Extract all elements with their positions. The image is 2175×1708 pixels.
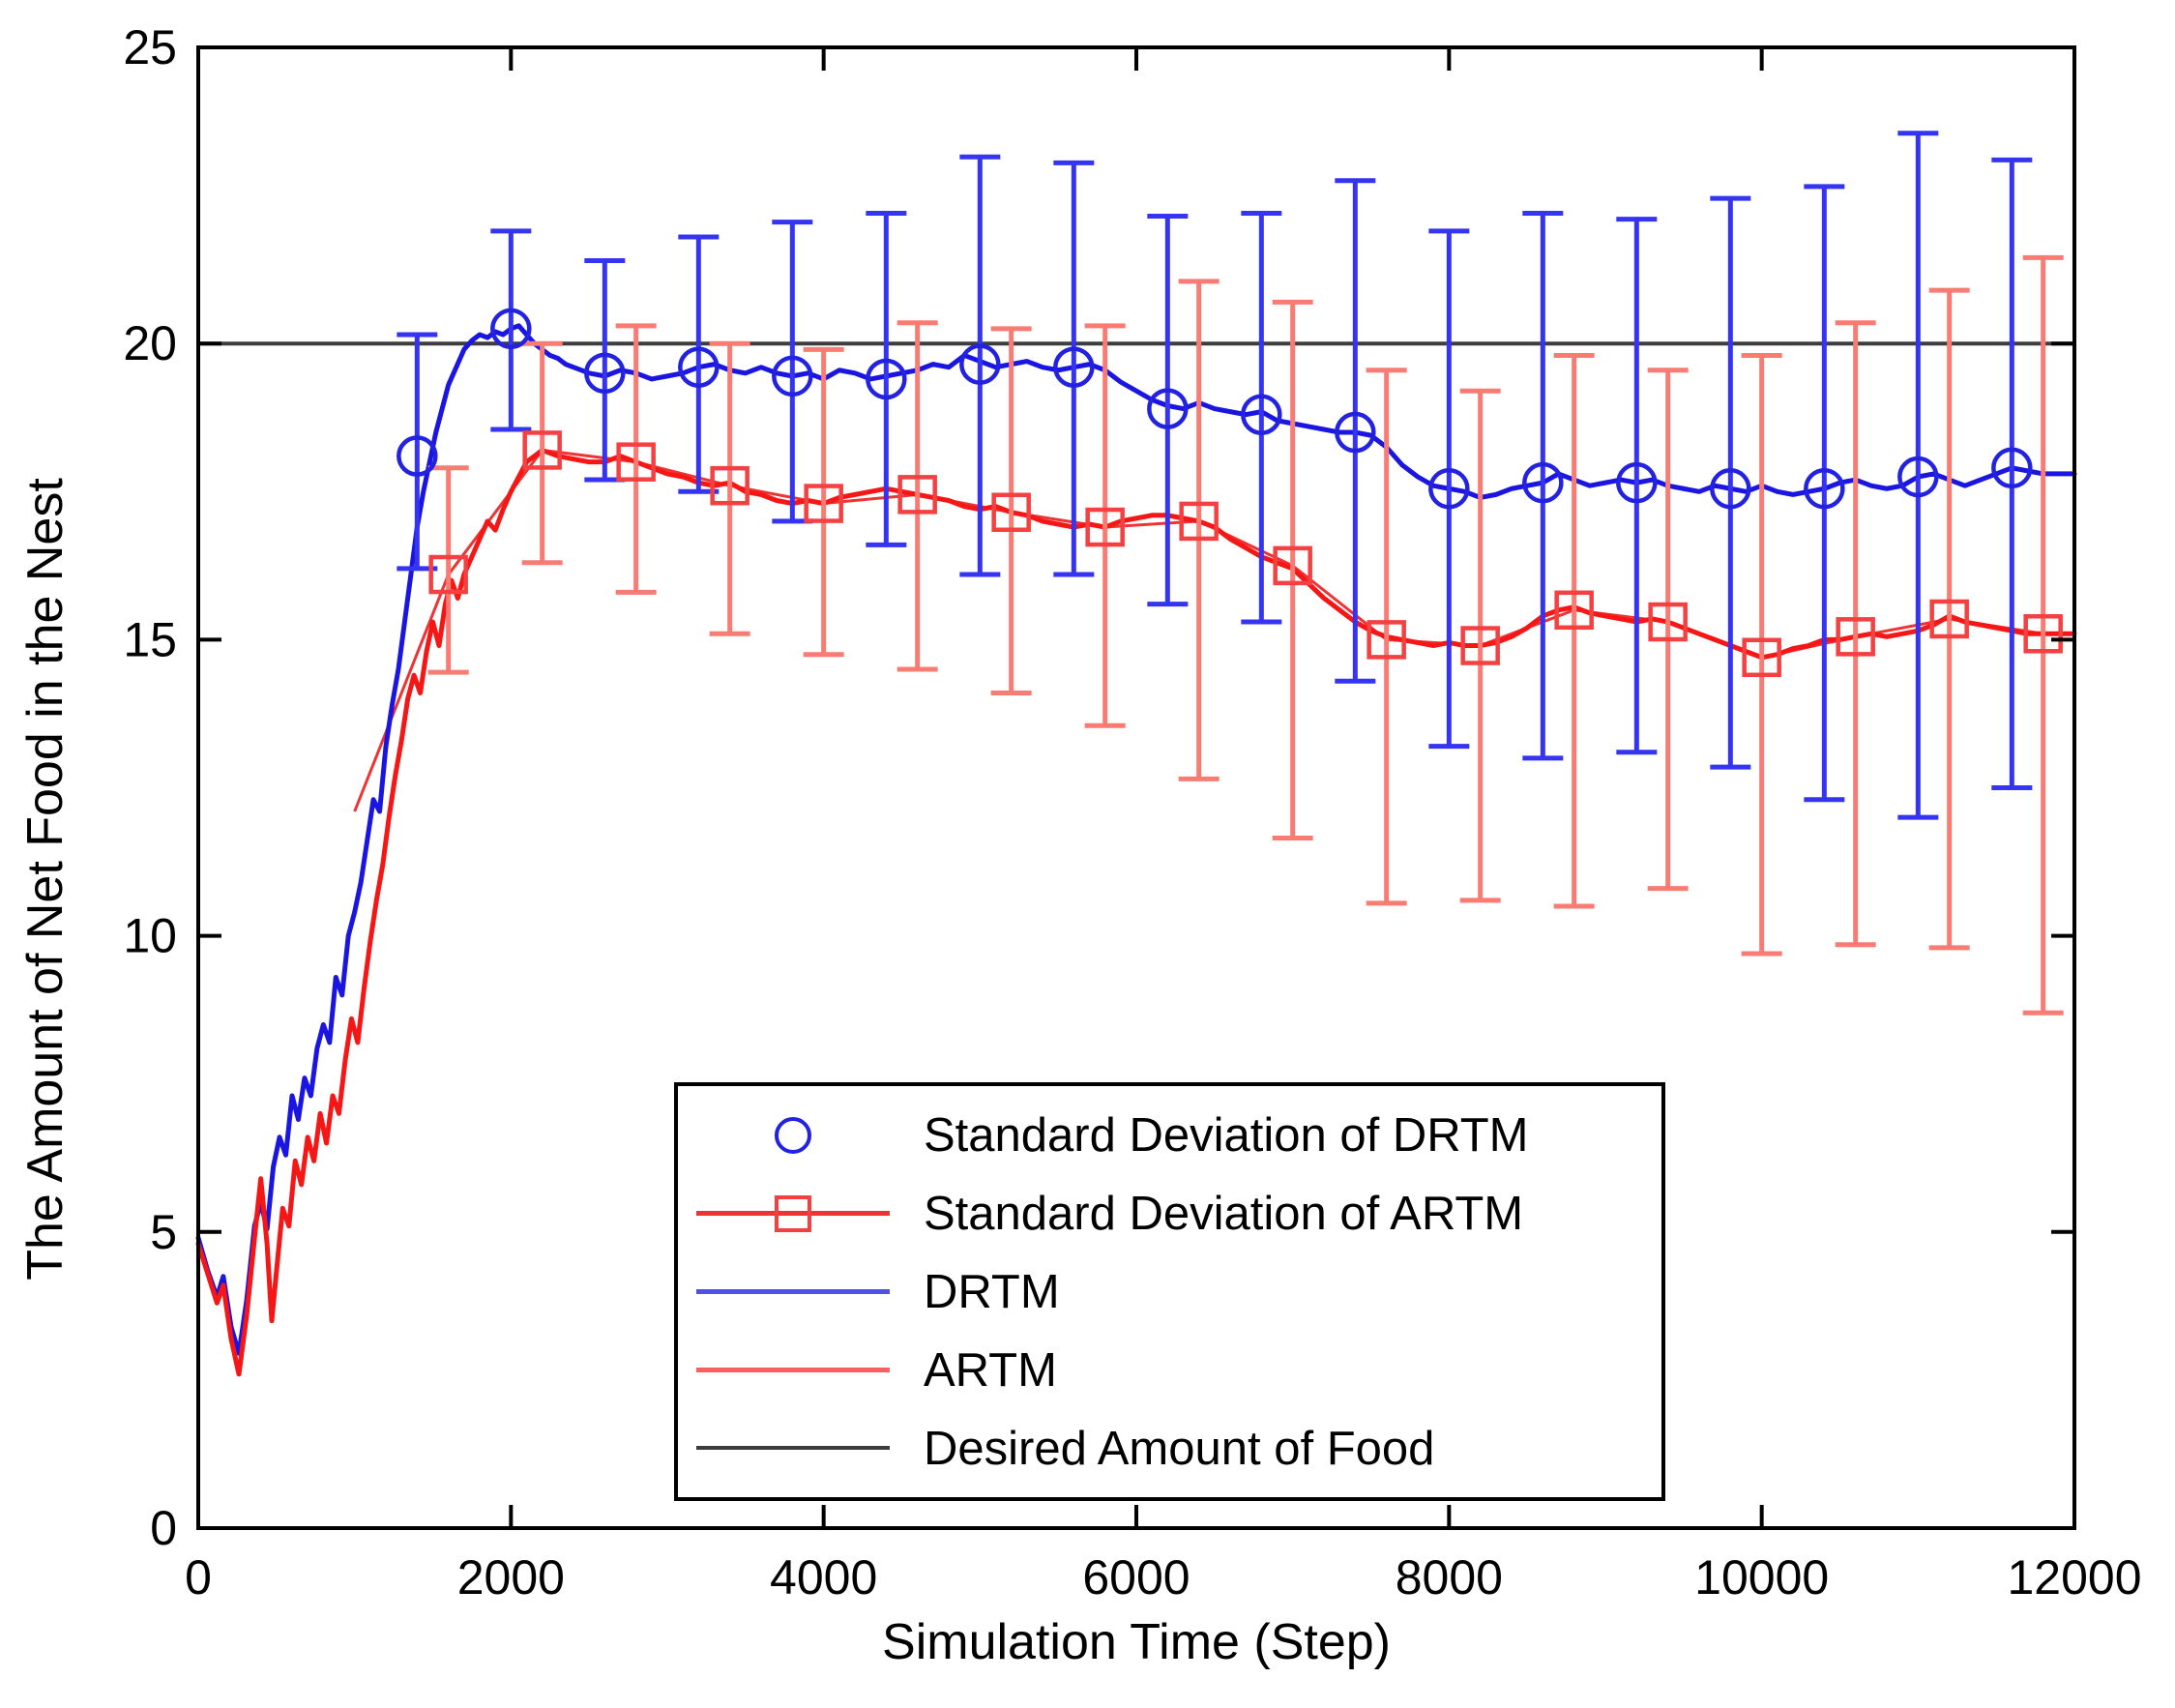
drtm-sd-circle-marker [1241, 394, 1282, 435]
artm-sd-square-marker [1273, 545, 1312, 586]
drtm-sd-circle-marker [866, 358, 907, 400]
legend-row-sd-artm: Standard Deviation of ARTM [691, 1177, 1661, 1251]
artm-sd-square-marker [616, 442, 656, 482]
light-red-line-icon [696, 1367, 890, 1372]
x-tick-label: 2000 [457, 1550, 565, 1605]
artm-sd-square-marker [1460, 626, 1500, 665]
y-tick-label: 20 [123, 316, 177, 370]
drtm-sd-circle-marker [1522, 461, 1564, 504]
legend-label: Desired Amount of Food [924, 1422, 1435, 1475]
drtm-sd-circle-marker [772, 355, 813, 398]
artm-sd-square-marker [2023, 614, 2063, 654]
drtm-sd-circle-marker [1897, 456, 1939, 498]
legend-row-sd-drtm: Standard Deviation of DRTM [691, 1099, 1661, 1172]
artm-sd-square-marker [1648, 602, 1688, 642]
red-line-icon [696, 1210, 890, 1216]
drtm-sd-circle-marker [1991, 447, 2033, 489]
blue-line-icon [696, 1288, 890, 1294]
sd-artm-legend-sample [691, 1185, 895, 1243]
square-marker-icon [775, 1194, 811, 1232]
artm-sd-square-marker [522, 430, 562, 470]
artm-sd-square-marker [804, 484, 843, 523]
drtm-sd-circle-marker [1710, 467, 1751, 510]
artm-sd-square-marker [1929, 599, 1969, 639]
dark-line-icon [696, 1445, 890, 1450]
artm-sd-square-marker [710, 465, 749, 506]
drtm-sd-circle-marker [1428, 467, 1470, 510]
artm-sd-square-marker [1367, 620, 1406, 660]
y-axis-label: The Amount of Net Food in the Nest [17, 478, 73, 1281]
x-tick-label: 0 [185, 1550, 212, 1605]
artm-sd-square-marker [1085, 507, 1125, 547]
drtm-sd-circle-marker [1804, 467, 1845, 510]
y-tick-label: 15 [123, 612, 177, 666]
artm-sd-square-marker [897, 475, 937, 515]
x-tick-label: 12000 [2007, 1550, 2141, 1605]
legend-row-artm: ARTM [691, 1334, 1661, 1407]
artm-legend-sample [691, 1341, 895, 1399]
legend: Standard Deviation of DRTM Standard Devi… [674, 1082, 1665, 1501]
x-tick-label: 6000 [1082, 1550, 1190, 1605]
drtm-legend-sample [691, 1263, 895, 1321]
legend-row-drtm: DRTM [691, 1255, 1661, 1329]
artm-sd-square-marker [1554, 590, 1594, 631]
drtm-sd-circle-marker [678, 346, 720, 388]
drtm-sd-circle-marker [490, 308, 532, 350]
y-tick-label: 0 [150, 1501, 177, 1555]
y-tick-label: 10 [123, 909, 177, 963]
artm-sd-square-marker [428, 554, 468, 595]
y-tick-label: 25 [123, 20, 177, 74]
legend-row-desired: Desired Amount of Food [691, 1412, 1661, 1486]
drtm-sd-circle-marker [1147, 388, 1189, 429]
artm-sd-square-marker [1179, 501, 1219, 542]
artm-sd-square-marker [1836, 617, 1875, 657]
drtm-sd-circle-marker [584, 352, 626, 395]
drtm-sd-circle-marker [397, 435, 438, 477]
drtm-sd-circle-marker [1616, 461, 1658, 504]
x-axis-label: Simulation Time (Step) [882, 1614, 1391, 1670]
artm-sd-square-marker [1742, 637, 1781, 678]
legend-label: DRTM [924, 1265, 1060, 1318]
legend-label: Standard Deviation of DRTM [924, 1108, 1529, 1162]
drtm-sd-circle-marker [1053, 346, 1095, 388]
axis-box [196, 45, 2076, 1530]
sd-drtm-legend-sample [691, 1106, 895, 1164]
legend-label: ARTM [924, 1343, 1057, 1397]
x-tick-label: 10000 [1694, 1550, 1829, 1605]
circle-marker-icon [775, 1116, 811, 1154]
y-tick-label: 5 [150, 1205, 177, 1259]
x-tick-label: 4000 [770, 1550, 877, 1605]
drtm-sd-circle-marker [959, 343, 1001, 385]
artm-sd-square-marker [991, 492, 1031, 532]
legend-label: Standard Deviation of ARTM [924, 1187, 1524, 1240]
x-tick-label: 8000 [1396, 1550, 1503, 1605]
desired-legend-sample [691, 1420, 895, 1478]
drtm-sd-circle-marker [1335, 411, 1376, 454]
